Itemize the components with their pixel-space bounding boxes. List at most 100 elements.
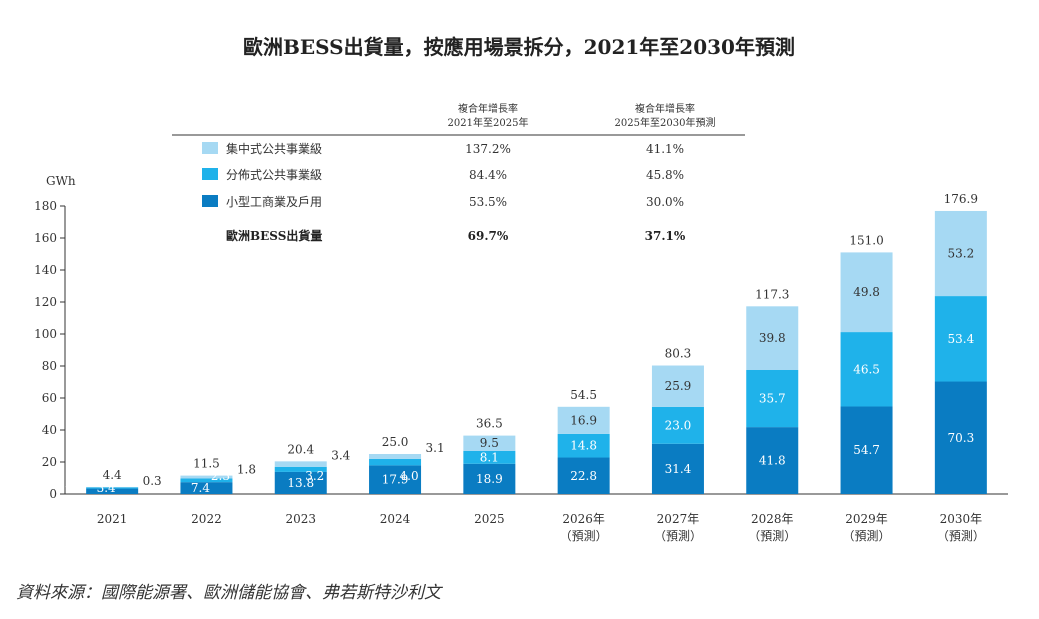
bar-total-label: 176.9 bbox=[944, 192, 978, 206]
bar-segment-label: 49.8 bbox=[853, 285, 880, 299]
bar-segment-label: 31.4 bbox=[665, 462, 692, 476]
x-tick-label: 2027年 bbox=[657, 512, 700, 526]
x-tick-label-sub: （預測） bbox=[560, 529, 608, 543]
x-tick-label: 2021 bbox=[97, 512, 128, 526]
y-tick-label: 120 bbox=[34, 295, 57, 309]
y-tick-label: 60 bbox=[42, 391, 57, 405]
cagr-centralized-2025-2030: 41.1% bbox=[646, 142, 684, 156]
cagr-col1-header-line2: 2021年至2025年 bbox=[448, 116, 529, 129]
bar-total-label: 36.5 bbox=[476, 417, 503, 431]
bar-segment bbox=[86, 487, 139, 489]
x-tick-label: 2023 bbox=[285, 512, 316, 526]
bar-segment-label: 4.0 bbox=[400, 469, 419, 483]
legend-label-distributed: 分佈式公共事業級 bbox=[226, 167, 322, 182]
legend-label-small-ci-residential: 小型工商業及戶用 bbox=[226, 194, 322, 209]
bar-segment bbox=[463, 435, 516, 451]
bar-segment-label: 0.7 bbox=[65, 480, 84, 494]
y-tick-label: 180 bbox=[34, 199, 57, 213]
bar-segment-label: 8.1 bbox=[480, 450, 499, 464]
bar-segment bbox=[180, 482, 233, 494]
cagr-total-2021-2025: 69.7% bbox=[468, 229, 509, 243]
legend-swatch-centralized bbox=[202, 142, 218, 154]
bar-segment bbox=[934, 296, 987, 382]
y-tick-label: 140 bbox=[34, 263, 57, 277]
bar-segment bbox=[180, 478, 233, 483]
bar-segment-label: 13.8 bbox=[287, 476, 314, 490]
y-axis-unit-label: GWh bbox=[46, 174, 76, 188]
bar-segment-label: 3.1 bbox=[426, 441, 445, 455]
bar-segment bbox=[651, 365, 704, 407]
x-tick-label-sub: （預測） bbox=[937, 529, 985, 543]
bar-segment-label: 7.4 bbox=[191, 481, 210, 495]
bar-segment-label: 1.8 bbox=[237, 463, 256, 477]
cagr-small-ci-2025-2030: 30.0% bbox=[646, 195, 684, 209]
x-tick-label: 2025 bbox=[474, 512, 505, 526]
x-tick-label: 2024 bbox=[380, 512, 411, 526]
x-tick-label: 2030年 bbox=[940, 512, 983, 526]
cagr-table: 複合年增長率 2021年至2025年 複合年增長率 2025年至2030年預測 … bbox=[172, 102, 745, 243]
bar-total-label: 20.4 bbox=[287, 442, 314, 456]
bar-segment bbox=[840, 406, 893, 494]
bar-segment bbox=[557, 457, 610, 494]
bar-segment bbox=[463, 450, 516, 464]
cagr-distributed-2025-2030: 45.8% bbox=[646, 168, 684, 182]
y-tick-label: 80 bbox=[42, 359, 57, 373]
bar-segment-label: 23.0 bbox=[665, 418, 692, 432]
x-tick-label: 2029年 bbox=[845, 512, 888, 526]
x-tick-label-sub: （預測） bbox=[654, 529, 702, 543]
cagr-col2-header-line2: 2025年至2030年預測 bbox=[615, 116, 716, 129]
bar-segment bbox=[369, 454, 422, 459]
bar-segment-label: 18.9 bbox=[476, 472, 503, 486]
y-tick-label: 20 bbox=[42, 455, 57, 469]
y-tick-label: 160 bbox=[34, 231, 57, 245]
bar-segment-label: 14.8 bbox=[570, 439, 597, 453]
bar-segment-label: 2.3 bbox=[211, 469, 230, 483]
bar-segment-label: 53.2 bbox=[947, 247, 974, 261]
bar-segment-label: 25.9 bbox=[665, 379, 692, 393]
bar-segment-label: 3.4 bbox=[331, 448, 350, 462]
bar-segment bbox=[746, 306, 799, 370]
bar-total-label: 80.3 bbox=[665, 347, 692, 361]
bar-total-label: 117.3 bbox=[755, 287, 789, 301]
x-tick-label-sub: （預測） bbox=[748, 529, 796, 543]
chart-title: 歐洲BESS出貨量，按應用場景拆分，2021年至2030年預測 bbox=[243, 35, 795, 59]
y-tick-label: 0 bbox=[49, 487, 57, 501]
bar-segment-label: 70.3 bbox=[947, 431, 974, 445]
chart-x-labels: 2021 2022 2023 2024 2025 2026年 （預測） 2027年 （預測） 20… bbox=[97, 512, 985, 543]
x-tick-label-sub: （預測） bbox=[843, 529, 891, 543]
chart-bars bbox=[86, 210, 987, 494]
bar-total-label: 25.0 bbox=[382, 435, 409, 449]
bar-segment-label: 0.3 bbox=[143, 474, 162, 488]
bar-segment bbox=[274, 466, 327, 472]
y-tick-label: 100 bbox=[34, 327, 57, 341]
bar-segment bbox=[557, 433, 610, 458]
bar-total-label: 54.5 bbox=[570, 388, 597, 402]
source-note: 資料來源：國際能源署、歐洲儲能協會、弗若斯特沙利文 bbox=[16, 583, 441, 603]
cagr-distributed-2021-2025: 84.4% bbox=[469, 168, 507, 182]
cagr-col1-header-line1: 複合年增長率 bbox=[458, 102, 518, 115]
bar-segment-label: 3.4 bbox=[97, 481, 116, 495]
cagr-small-ci-2021-2025: 53.5% bbox=[469, 195, 507, 209]
cagr-total-label: 歐洲BESS出貨量 bbox=[226, 228, 322, 243]
bar-segment bbox=[651, 443, 704, 494]
bar-segment-label: 46.5 bbox=[853, 362, 880, 376]
bar-segment-label: 53.4 bbox=[947, 332, 974, 346]
bar-segment bbox=[934, 381, 987, 494]
bar-segment bbox=[840, 252, 893, 333]
bar-segment bbox=[274, 471, 327, 494]
bar-segment-label: 22.8 bbox=[570, 469, 597, 483]
bar-segment-label: 39.8 bbox=[759, 331, 786, 345]
bar-segment-label: 54.7 bbox=[853, 443, 880, 457]
bar-segment bbox=[463, 463, 516, 494]
cagr-centralized-2021-2025: 137.2% bbox=[465, 142, 511, 156]
bar-segment bbox=[746, 427, 799, 494]
cagr-col2-header-line1: 複合年增長率 bbox=[635, 102, 695, 115]
bar-segment-label: 3.2 bbox=[305, 469, 324, 483]
bar-segment bbox=[180, 475, 233, 479]
bar-total-label: 11.5 bbox=[193, 457, 220, 471]
legend-swatch-small-ci-residential bbox=[202, 195, 218, 207]
bar-segment-label: 41.8 bbox=[759, 454, 786, 468]
bar-segment-label: 35.7 bbox=[759, 392, 786, 406]
bar-segment bbox=[557, 406, 610, 434]
